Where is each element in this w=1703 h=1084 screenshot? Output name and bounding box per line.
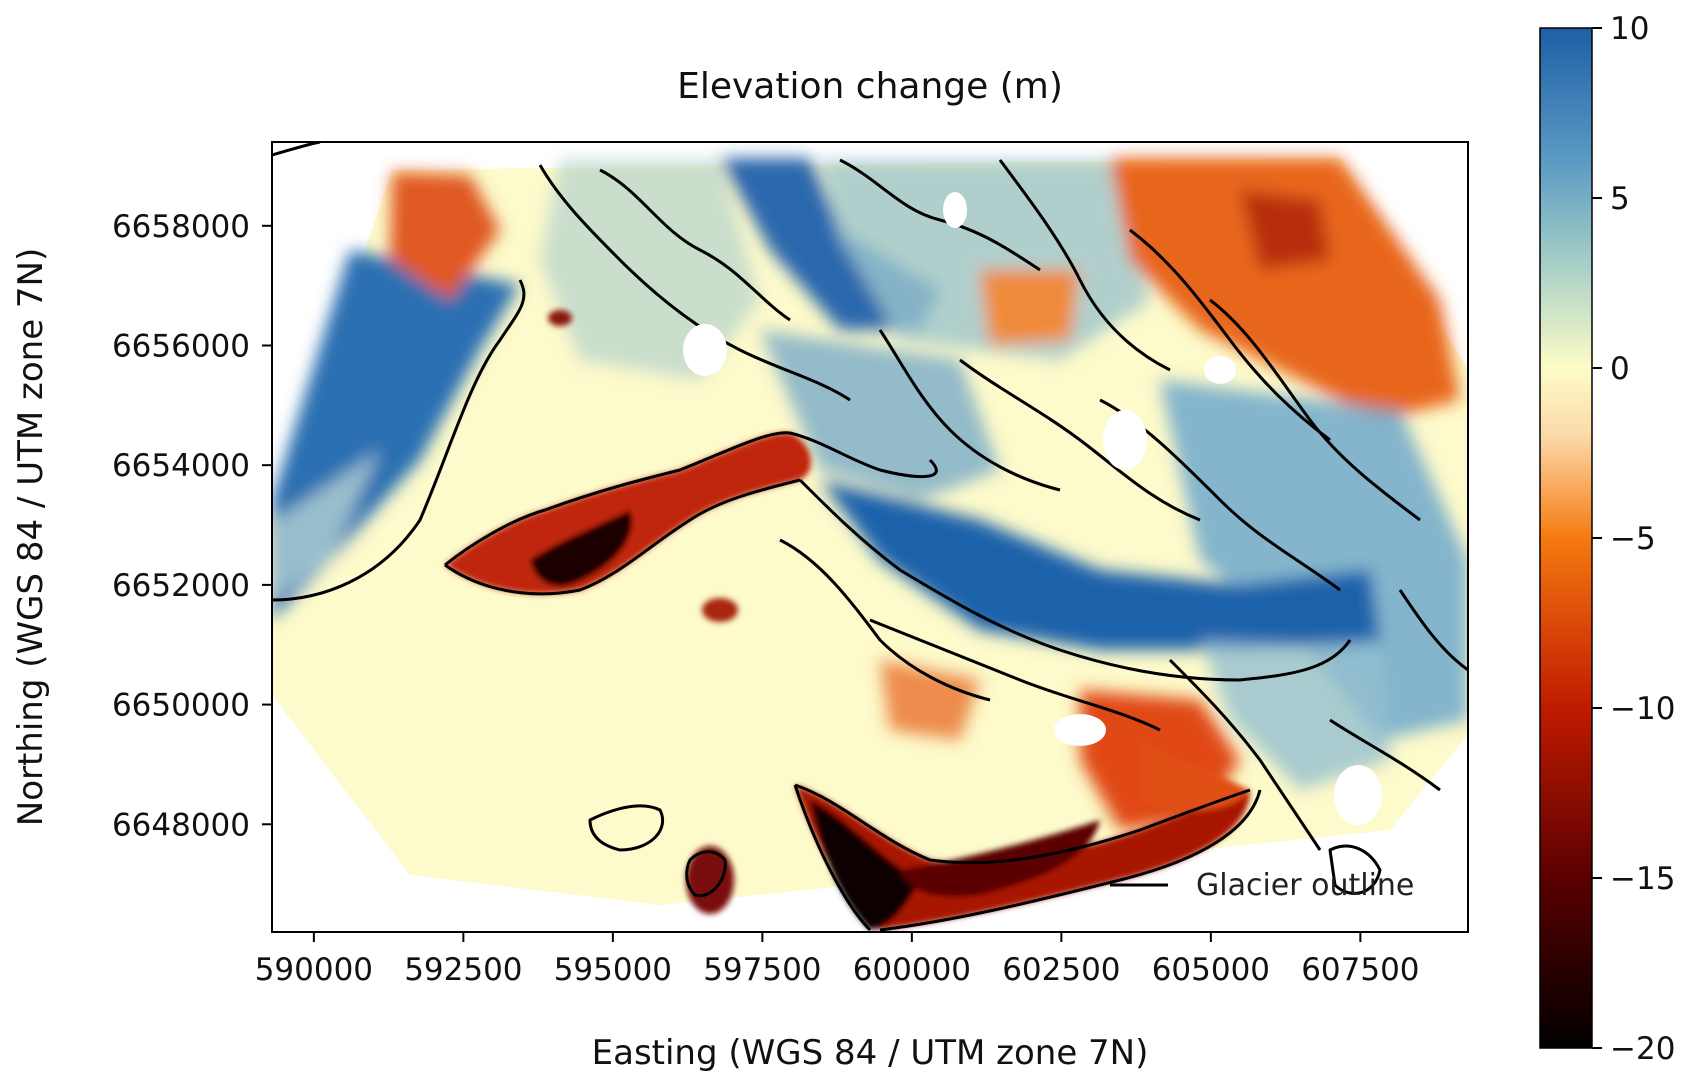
x-tick-label: 597500: [703, 952, 821, 988]
colorbar-ticks: 10 5 0 −5 −10 −15 −20: [1592, 11, 1675, 1067]
x-tick-label: 592500: [404, 952, 522, 988]
x-axis-label: Easting (WGS 84 / UTM zone 7N): [592, 1033, 1149, 1073]
y-tick-label: 6648000: [112, 807, 250, 843]
colorbar-gradient: [1539, 27, 1593, 1049]
y-axis-label: Northing (WGS 84 / UTM zone 7N): [11, 248, 51, 826]
y-tick-label: 6654000: [112, 448, 250, 484]
legend-label: Glacier outline: [1196, 868, 1414, 903]
y-tick-label: 6656000: [112, 328, 250, 364]
colorbar-tick-label: −10: [1610, 691, 1675, 727]
x-axis: 590000 592500 595000 597500 600000 602500 6050…: [255, 932, 1420, 988]
legend: Glacier outline: [1110, 868, 1414, 903]
x-tick-label: 600000: [853, 952, 971, 988]
y-tick-label: 6652000: [112, 568, 250, 604]
colorbar-tick-label: −20: [1610, 1031, 1675, 1067]
region-northwest-red: [390, 172, 500, 300]
colorbar-tick-label: −15: [1610, 861, 1675, 897]
y-axis: 6648000 6650000 6652000 6654000 6656000 66580…: [112, 209, 272, 843]
glacier-outlines: [272, 142, 1468, 932]
plot-frame: [271, 141, 1469, 933]
heatmap-area: [272, 142, 1468, 932]
region-central-blue-trunk: [820, 480, 1380, 650]
x-tick-label: 605000: [1152, 952, 1270, 988]
colorbar-tick-label: 5: [1610, 181, 1630, 217]
x-tick-label: 590000: [255, 952, 373, 988]
colorbar-tick-label: 10: [1610, 11, 1649, 47]
y-tick-label: 6650000: [112, 688, 250, 724]
no-data-patches: [683, 192, 1382, 825]
x-tick-label: 602500: [1002, 952, 1120, 988]
colorbar-tick-label: −5: [1610, 521, 1656, 557]
y-tick-label: 6658000: [112, 209, 250, 245]
chart-title: Elevation change (m): [677, 66, 1063, 107]
colorbar-tick-label: 0: [1610, 351, 1630, 387]
x-tick-label: 595000: [554, 952, 672, 988]
colorbar: 10 5 0 −5 −10 −15 −20: [1539, 11, 1675, 1067]
region-northeast-red: [1110, 158, 1460, 420]
x-tick-label: 607500: [1301, 952, 1419, 988]
